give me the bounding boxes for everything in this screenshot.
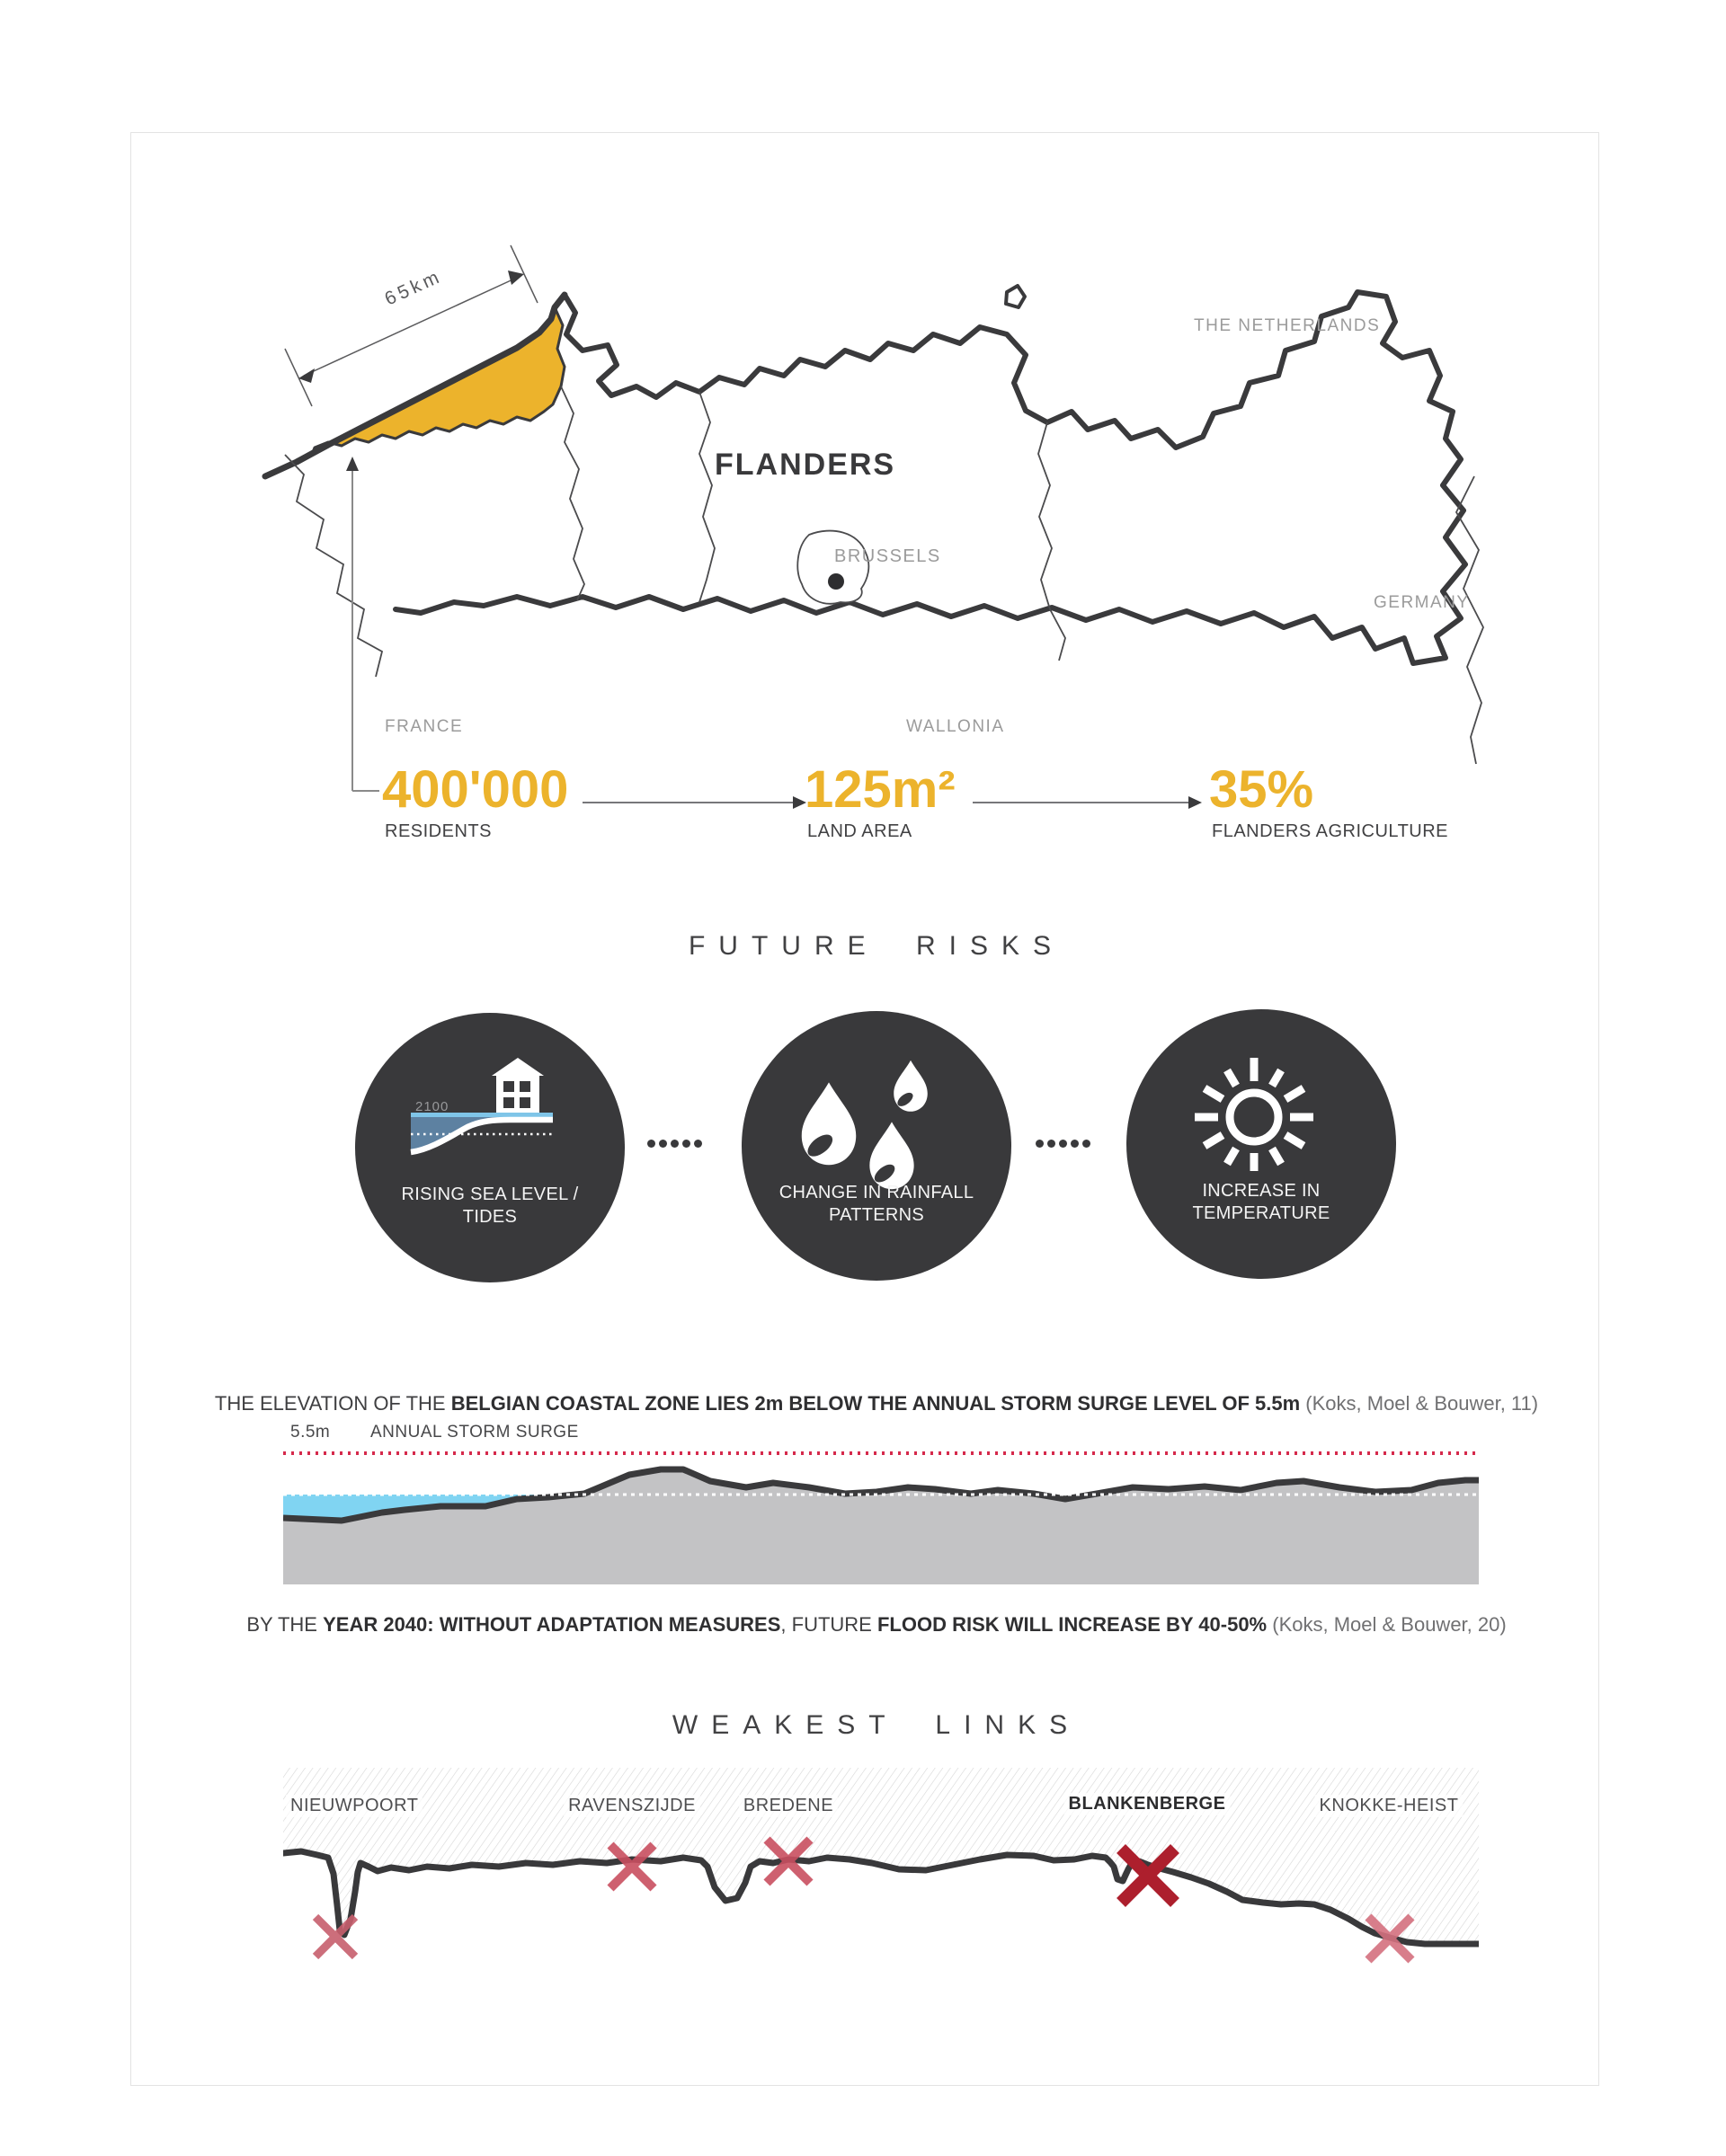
city-label-blankenberge: BLANKENBERGE: [1063, 1793, 1231, 1815]
stat-agriculture-value: 35%: [1209, 760, 1314, 819]
scale-arrow-right: [508, 271, 524, 285]
city-label-ravenszijde: RAVENSZIJDE: [564, 1795, 700, 1817]
city-label-bredene: BREDENE: [738, 1795, 839, 1817]
city-label-nieuwpoort: NIEUWPOORT: [286, 1795, 423, 1817]
brussels-dot: [828, 573, 844, 590]
country-label-netherlands: THE NETHERLANDS: [1194, 316, 1381, 335]
risk-label-sea-level: RISING SEA LEVEL / TIDES: [355, 1184, 625, 1229]
weakest-links-title: WEAKEST LINKS: [672, 1710, 1081, 1740]
elevation-sentence: THE ELEVATION OF THE BELGIAN COASTAL ZON…: [13, 1392, 1726, 1415]
east-border-line: [1455, 475, 1484, 765]
flood-sentence-mid: , FUTURE: [780, 1613, 877, 1636]
belgium-map: 65km: [262, 244, 1484, 809]
stat-residents-value: 400'000: [382, 760, 569, 819]
stats-arrow-1: [583, 796, 806, 809]
country-label-france: FRANCE: [385, 717, 464, 736]
stat-residents-label: RESIDENTS: [385, 821, 492, 841]
coastline: [262, 291, 568, 480]
dutch-enclave-shape: [1004, 284, 1027, 309]
region-label-wallonia: WALLONIA: [906, 717, 1005, 736]
flood-sentence-prefix: BY THE: [246, 1613, 324, 1636]
flood-risk-sentence: BY THE YEAR 2040: WITHOUT ADAPTATION MEA…: [13, 1613, 1726, 1637]
future-risks-title: FUTURE RISKS: [688, 931, 1065, 961]
surge-value-label: 5.5m: [290, 1423, 331, 1442]
risk-circle-rainfall: CHANGE IN RAINFALL PATTERNS: [742, 1011, 1011, 1281]
risk-label-line2: TEMPERATURE: [1192, 1203, 1330, 1223]
surge-text-label: ANNUAL STORM SURGE: [370, 1423, 579, 1442]
land-profile-fill: [283, 1469, 1479, 1584]
province-border-mid: [698, 391, 716, 603]
elevation-sentence-cite: (Koks, Moel & Bouwer, 11): [1300, 1392, 1539, 1415]
capital-label-brussels: BRUSSELS: [834, 546, 941, 566]
belgium-border: [393, 289, 1468, 666]
stat-landarea-value: 125m²: [805, 760, 956, 819]
dots-separator-2: [1036, 1140, 1090, 1148]
stats-arrow-2: [973, 796, 1202, 809]
scale-label: 65km: [382, 266, 446, 310]
zone-connector-arrow: [346, 457, 379, 792]
risk-label-line1: CHANGE IN RAINFALL: [778, 1183, 974, 1202]
sea-level-year-label: 2100: [415, 1099, 449, 1114]
flood-sentence-bold2: FLOOD RISK WILL INCREASE BY 40-50%: [876, 1613, 1268, 1636]
province-border-west: [560, 386, 585, 601]
coastal-cross-section: [283, 1466, 1479, 1584]
x-mark-knokke-heist: [1365, 1913, 1415, 1964]
storm-surge-dotted-line: [283, 1451, 1477, 1455]
sun-icon: [1195, 1058, 1313, 1171]
risk-label-line1: INCREASE IN: [1202, 1181, 1321, 1201]
france-border: [284, 454, 384, 678]
elevation-sentence-prefix: THE ELEVATION OF THE: [214, 1392, 451, 1415]
sea-level-icon: 2100: [410, 1058, 553, 1156]
x-mark-nieuwpoort: [312, 1913, 359, 1960]
risk-circle-temperature: INCREASE IN TEMPERATURE: [1126, 1009, 1396, 1279]
land-profile-line: [283, 1466, 1479, 1524]
flood-sentence-cite: (Koks, Moel & Bouwer, 20): [1267, 1613, 1507, 1636]
weakest-links-coast: [283, 1768, 1479, 1964]
risk-label-temperature: INCREASE IN TEMPERATURE: [1126, 1180, 1396, 1225]
stat-agriculture-label: FLANDERS AGRICULTURE: [1212, 821, 1449, 841]
province-border-brabant: [1037, 421, 1066, 661]
risk-circle-sea-level: 2100 RISING SEA LEVEL / TIDES: [355, 1013, 625, 1282]
risk-label-line2: TIDES: [462, 1207, 518, 1227]
dots-separator-1: [647, 1140, 702, 1148]
flood-sentence-bold1: YEAR 2040: WITHOUT ADAPTATION MEASURES: [323, 1613, 781, 1636]
risk-label-line1: RISING SEA LEVEL /: [401, 1184, 579, 1204]
risk-label-rainfall: CHANGE IN RAINFALL PATTERNS: [742, 1182, 1011, 1227]
city-label-knokke-heist: KNOKKE-HEIST: [1314, 1795, 1464, 1817]
country-label-germany: GERMANY: [1374, 593, 1470, 612]
x-mark-blankenberge: [1117, 1844, 1179, 1907]
region-label-flanders: FLANDERS: [715, 448, 896, 482]
sea-hatch-area: [283, 1768, 1479, 1944]
x-mark-ravenszijde: [607, 1841, 657, 1892]
coastline-profile: [283, 1848, 1479, 1947]
x-mark-bredene: [763, 1836, 814, 1886]
raindrops-icon: [801, 1060, 928, 1190]
brussels-enclave: [796, 529, 870, 605]
stat-landarea-label: LAND AREA: [807, 821, 912, 841]
risk-label-line2: PATTERNS: [828, 1205, 925, 1225]
elevation-sentence-bold: BELGIAN COASTAL ZONE LIES 2m BELOW THE A…: [450, 1392, 1301, 1415]
scale-arrow-left: [298, 368, 315, 383]
